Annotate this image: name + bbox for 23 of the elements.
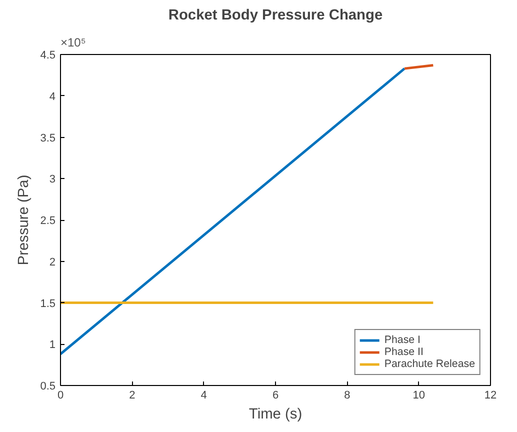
y-tick-label: 4 xyxy=(49,90,56,103)
x-axis-title: Time (s) xyxy=(248,406,302,422)
y-tick-label: 0.5 xyxy=(40,380,56,392)
y-tick-label: 2 xyxy=(49,256,56,268)
x-tick-label: 6 xyxy=(272,390,279,402)
x-tick-label: 10 xyxy=(412,390,425,402)
chart-title: Rocket Body Pressure Change xyxy=(168,8,383,24)
x-tick-label: 0 xyxy=(57,390,64,402)
y-tick-label: 3 xyxy=(49,174,56,186)
y-tick-label: 2.5 xyxy=(40,215,56,227)
y-tick-label: 4.5 xyxy=(40,50,56,62)
y-tick-label: 1.5 xyxy=(40,298,56,310)
y-axis-title: Pressure (Pa) xyxy=(16,174,32,266)
legend-label: Parachute Release xyxy=(384,358,475,370)
x-tick-label: 12 xyxy=(484,390,497,402)
x-tick-label: 8 xyxy=(344,390,350,402)
text: ×10⁵ xyxy=(60,36,86,50)
y-tick-label: 3.5 xyxy=(40,132,56,144)
x-tick-label: 2 xyxy=(129,390,136,402)
legend-label: Phase I xyxy=(384,334,420,346)
legend-label: Phase II xyxy=(384,346,424,358)
y-tick-label: 1 xyxy=(49,339,56,352)
x-tick-label: 4 xyxy=(200,390,207,402)
